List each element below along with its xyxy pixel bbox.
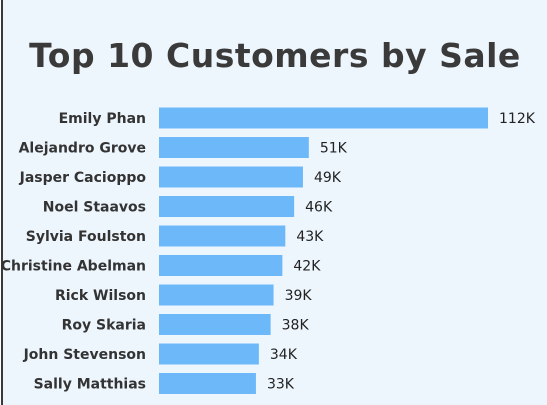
data-label: 46K <box>305 200 333 216</box>
data-label: 49K <box>314 170 342 186</box>
category-label: Alejandro Grove <box>19 141 146 157</box>
chart-title: Top 10 Customers by Sale <box>29 36 521 75</box>
category-label: John Stevenson <box>23 347 146 363</box>
data-label: 34K <box>270 347 298 363</box>
bar[interactable] <box>159 314 271 335</box>
data-label: 43K <box>296 229 324 245</box>
bar[interactable] <box>159 196 295 217</box>
category-label: Roy Skaria <box>62 318 146 334</box>
data-label: 51K <box>320 141 348 157</box>
data-label: 39K <box>285 288 313 304</box>
bar[interactable] <box>159 343 259 365</box>
data-label: 33K <box>267 377 295 393</box>
bar[interactable] <box>159 284 274 306</box>
category-label: Jasper Cacioppo <box>19 170 147 186</box>
category-label: Sylvia Foulston <box>26 229 146 245</box>
bar[interactable] <box>159 255 283 276</box>
data-label: 38K <box>282 318 310 334</box>
category-label: Emily Phan <box>59 111 146 127</box>
bar[interactable] <box>159 373 256 394</box>
bar[interactable] <box>159 225 286 247</box>
bar[interactable] <box>159 107 488 129</box>
data-label: 42K <box>293 259 321 275</box>
data-label: 112K <box>499 111 536 127</box>
bar[interactable] <box>159 166 303 188</box>
category-label: Christine Abelman <box>1 259 146 275</box>
category-label: Sally Matthias <box>34 377 146 393</box>
bar[interactable] <box>159 137 309 158</box>
category-label: Noel Staavos <box>43 200 146 216</box>
category-label: Rick Wilson <box>55 288 146 304</box>
